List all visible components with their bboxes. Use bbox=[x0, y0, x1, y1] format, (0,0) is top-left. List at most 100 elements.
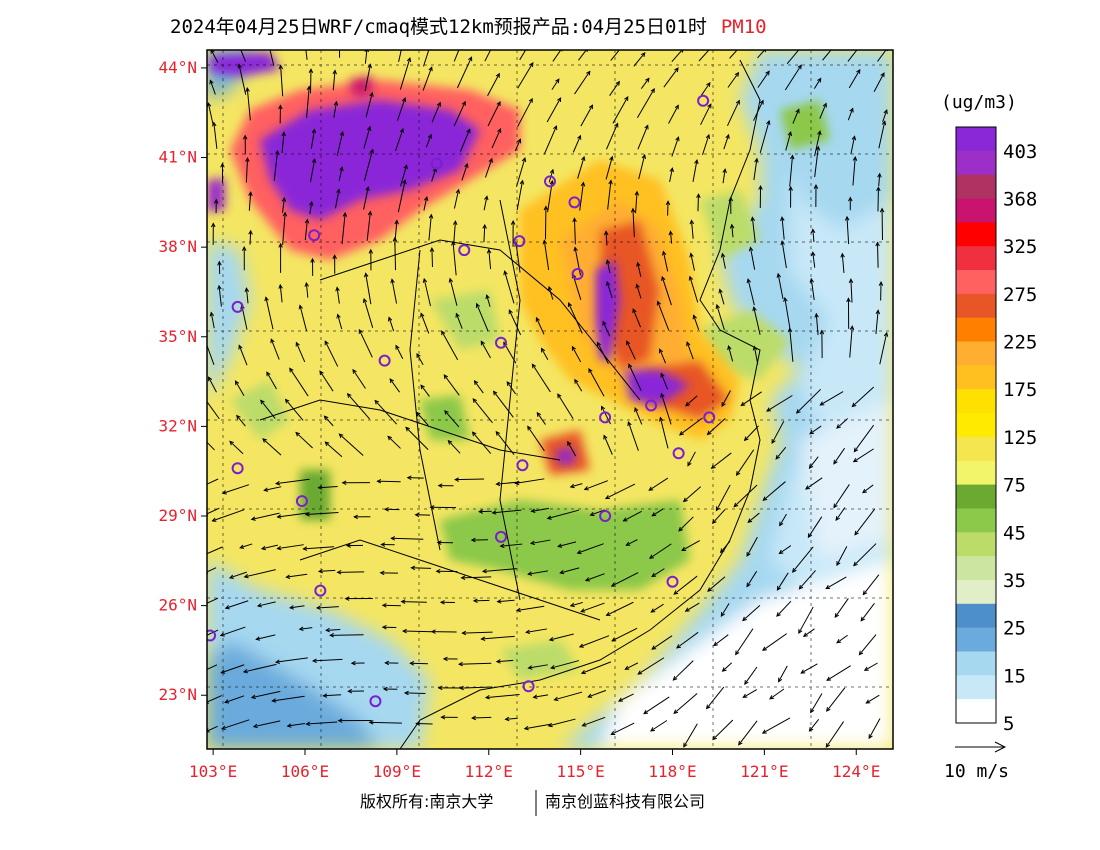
wind-vector bbox=[609, 81, 620, 96]
station-marker bbox=[645, 399, 658, 412]
wind-vector bbox=[491, 128, 501, 149]
wind-vector-head bbox=[624, 665, 630, 670]
wind-vector-head bbox=[658, 348, 664, 354]
wind-vector-head bbox=[876, 186, 881, 192]
wind-vector-head bbox=[548, 636, 554, 642]
wind-vector-head bbox=[688, 275, 694, 281]
wind-vector bbox=[334, 189, 340, 209]
legend-swatch bbox=[956, 389, 996, 414]
wind-vector-head bbox=[460, 575, 466, 580]
wind-vector-head bbox=[497, 127, 502, 133]
wind-vector bbox=[678, 516, 694, 532]
wind-vector bbox=[596, 342, 609, 364]
wind-vector-head bbox=[499, 543, 505, 549]
wind-vector-head bbox=[754, 157, 759, 163]
wind-vector-head bbox=[601, 405, 606, 411]
wind-vector bbox=[762, 633, 788, 651]
wind-vector-head bbox=[239, 544, 245, 549]
wind-vector bbox=[847, 108, 854, 121]
wind-vector-head bbox=[342, 211, 348, 217]
wind-vector-head bbox=[319, 370, 324, 376]
wind-vector bbox=[833, 447, 845, 465]
wind-vector-head bbox=[634, 407, 639, 413]
wind-vector bbox=[461, 576, 492, 579]
wind-vector-head bbox=[710, 464, 716, 469]
wind-vector-head bbox=[546, 515, 552, 520]
wind-vector bbox=[558, 541, 577, 547]
wind-vector bbox=[277, 512, 310, 518]
wind-vector bbox=[395, 345, 404, 360]
wind-vector bbox=[611, 572, 639, 587]
wind-vector bbox=[720, 603, 730, 617]
legend-label: 75 bbox=[1003, 475, 1026, 497]
wind-vector-head bbox=[851, 402, 857, 408]
wind-vector-head bbox=[515, 607, 521, 613]
wind-vector-head bbox=[275, 480, 281, 486]
wind-vector-head bbox=[308, 200, 314, 206]
wind-vector-head bbox=[673, 709, 679, 715]
wind-vector-head bbox=[549, 168, 555, 174]
wind-vector-head bbox=[248, 229, 253, 235]
wind-vector-head bbox=[264, 296, 269, 302]
wind-vector-head bbox=[203, 438, 207, 442]
wind-vector-head bbox=[854, 530, 859, 536]
wind-vector bbox=[244, 569, 276, 578]
legend-label: 175 bbox=[1003, 379, 1037, 401]
wind-vector bbox=[316, 606, 339, 609]
wind-vector-head bbox=[471, 431, 477, 437]
lat-label: 32°N bbox=[158, 416, 197, 435]
wind-vector bbox=[611, 627, 638, 642]
wind-vector bbox=[264, 486, 282, 491]
wind-vector-head bbox=[815, 145, 821, 151]
wind-vector bbox=[796, 388, 822, 414]
legend-swatch bbox=[956, 484, 996, 509]
wind-vector bbox=[572, 135, 581, 153]
wind-vector bbox=[207, 546, 223, 555]
wind-vector bbox=[809, 425, 822, 435]
wind-vector-head bbox=[836, 638, 842, 644]
wind-vector bbox=[836, 634, 848, 644]
wind-vector-head bbox=[834, 613, 840, 618]
wind-vector bbox=[697, 194, 699, 212]
wind-vector-head bbox=[743, 436, 749, 442]
wind-vector bbox=[814, 146, 819, 178]
wind-vector bbox=[455, 313, 463, 329]
wind-vector-head bbox=[414, 512, 420, 518]
wind-vector-head bbox=[875, 309, 881, 315]
wind-vector-head bbox=[583, 486, 589, 491]
wind-vector-head bbox=[428, 66, 433, 72]
wind-vector-head bbox=[503, 270, 508, 276]
station-marker bbox=[231, 300, 244, 313]
wind-vector bbox=[878, 173, 881, 187]
wind-vector bbox=[657, 301, 670, 331]
wind-vector-head bbox=[798, 629, 803, 635]
wind-vector-head bbox=[825, 742, 831, 748]
company-name: 南京创蓝科技有限公司 bbox=[545, 792, 705, 811]
wind-vector-head bbox=[752, 306, 757, 312]
wind-vector-head bbox=[387, 435, 393, 441]
wind-vector bbox=[222, 484, 250, 494]
wind-vector bbox=[635, 191, 638, 214]
wind-vector bbox=[637, 657, 665, 675]
wind-vector bbox=[661, 276, 672, 306]
wind-vector-head bbox=[658, 416, 664, 422]
wind-vector-head bbox=[267, 42, 271, 46]
lon-label: 121°E bbox=[740, 762, 788, 781]
wind-vector-head bbox=[761, 729, 767, 734]
wind-vector-head bbox=[410, 565, 416, 571]
wind-vector-head bbox=[376, 479, 382, 484]
wind-vector-head bbox=[610, 730, 616, 735]
wind-vector-head bbox=[311, 128, 317, 134]
wind-vector-head bbox=[556, 97, 562, 103]
wind-vector bbox=[812, 252, 816, 268]
wind-vector bbox=[673, 575, 698, 595]
wind-vector bbox=[516, 605, 545, 611]
lat-label: 29°N bbox=[158, 506, 197, 525]
wind-vector bbox=[860, 603, 875, 622]
wind-vector bbox=[825, 721, 844, 748]
wind-vector bbox=[515, 157, 526, 187]
wind-vector bbox=[326, 629, 341, 631]
wind-vector-head bbox=[641, 153, 647, 159]
wind-vector-head bbox=[339, 130, 345, 137]
wind-vector-head bbox=[436, 540, 442, 545]
